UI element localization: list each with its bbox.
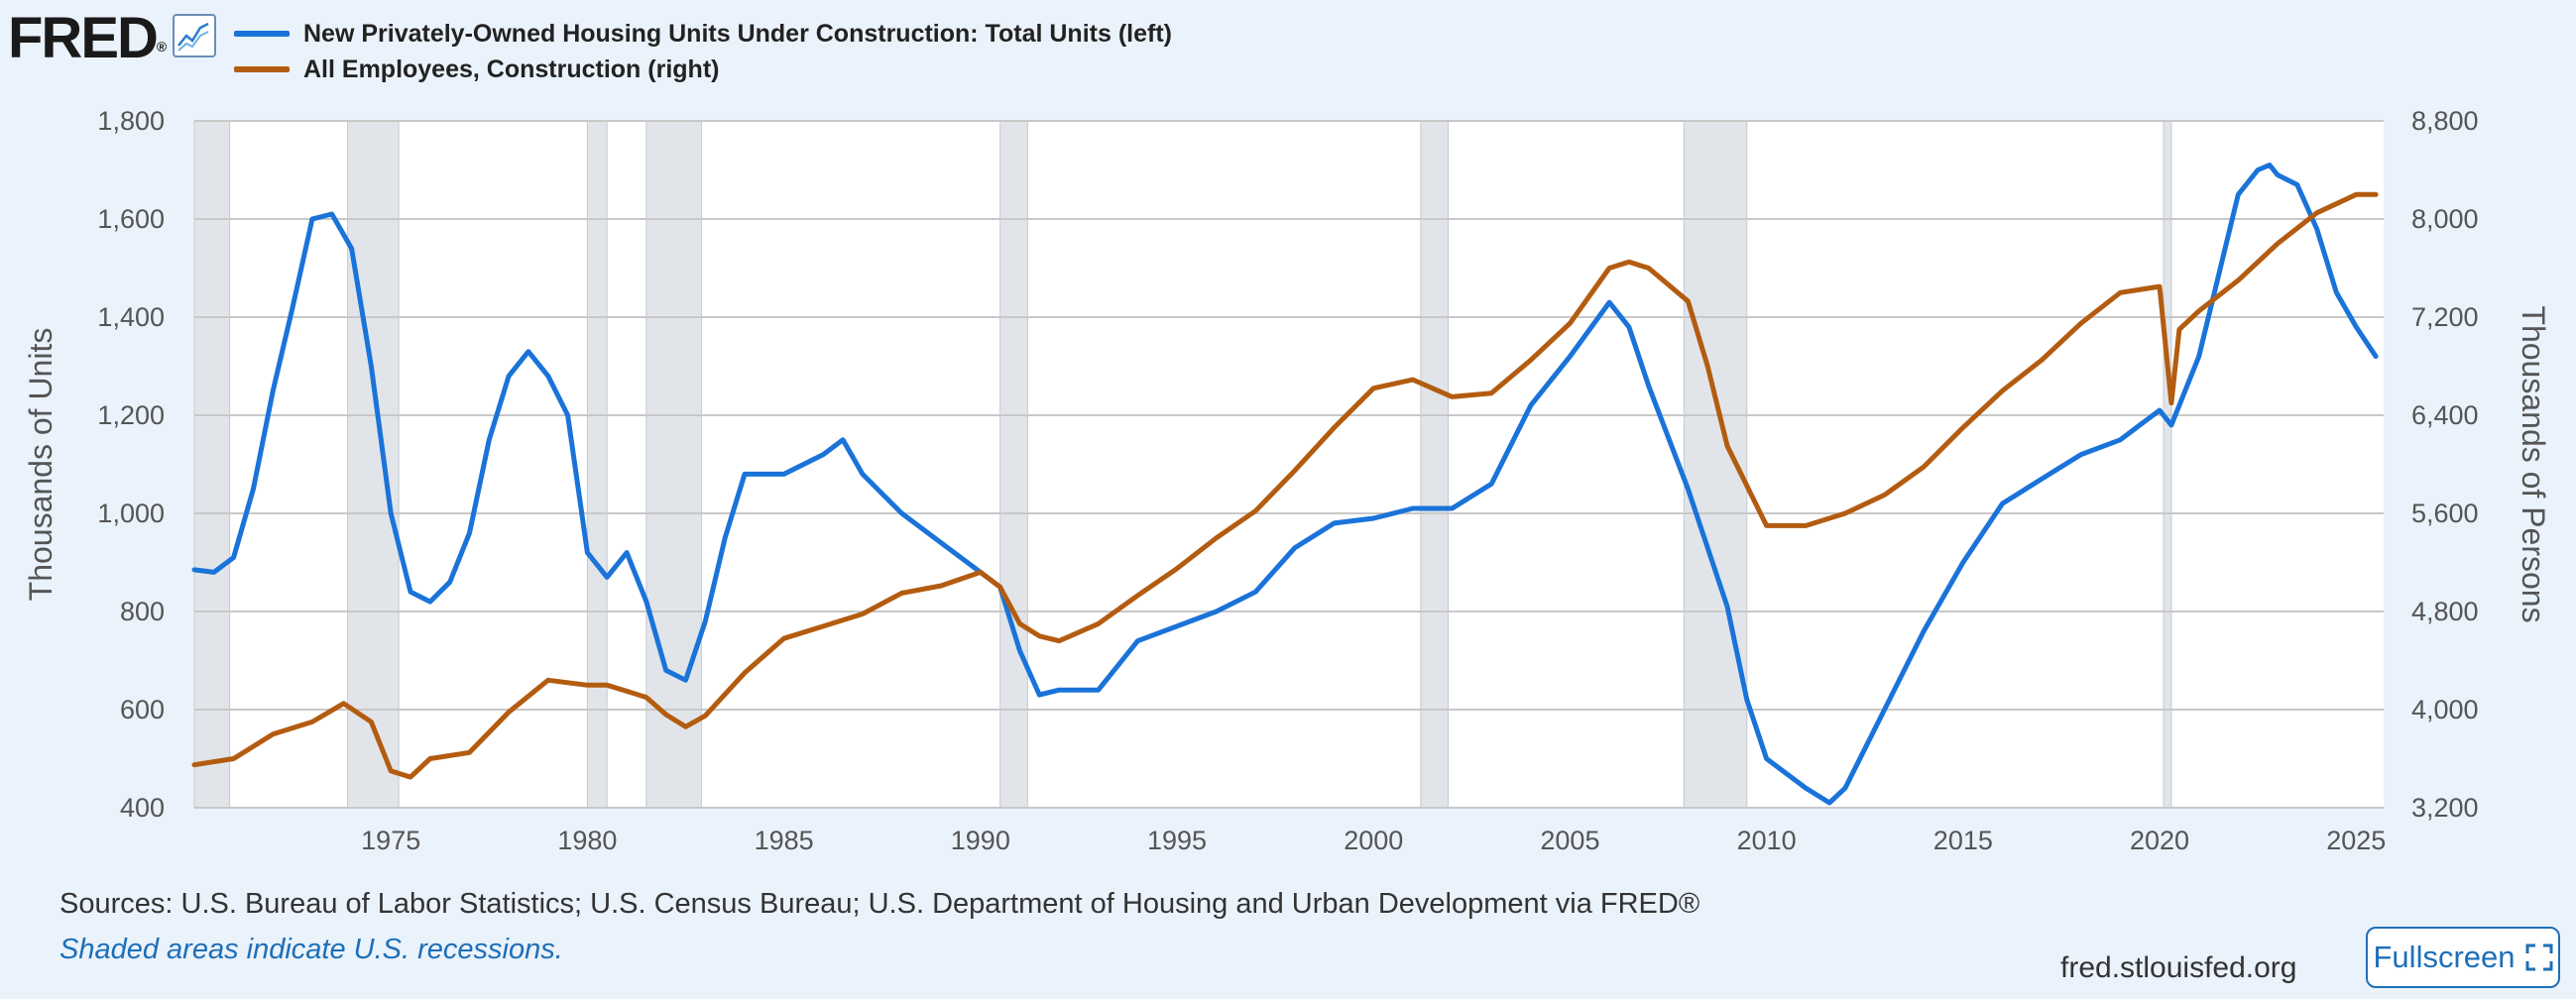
recession-band-1 bbox=[347, 120, 400, 809]
x-tick-label-6: 2005 bbox=[1540, 826, 1599, 855]
right-axis-title: Thousands of Persons bbox=[2516, 305, 2551, 622]
line-chart-icon[interactable] bbox=[173, 14, 216, 57]
x-tick-label-5: 2000 bbox=[1344, 826, 1403, 855]
legend-swatch-housing bbox=[234, 31, 290, 37]
recession-band-5 bbox=[1420, 120, 1450, 809]
plot-background bbox=[194, 121, 2384, 808]
left-tick-label-7: 1,800 bbox=[97, 106, 165, 136]
recession-band-7 bbox=[2163, 120, 2172, 809]
x-tick-label-8: 2015 bbox=[1933, 826, 1993, 855]
x-tick-label-3: 1990 bbox=[951, 826, 1010, 855]
left-tick-label-4: 1,200 bbox=[97, 400, 165, 430]
left-tick-label-1: 600 bbox=[120, 695, 165, 724]
recession-band-0 bbox=[193, 120, 231, 809]
left-tick-label-2: 800 bbox=[120, 597, 165, 626]
chart-legend: New Privately-Owned Housing Units Under … bbox=[234, 16, 1172, 87]
sources-text: Sources: U.S. Bureau of Labor Statistics… bbox=[59, 888, 1700, 920]
left-tick-label-6: 1,600 bbox=[97, 204, 165, 234]
series-line-housing-units bbox=[191, 163, 2379, 806]
right-tick-label-2: 4,800 bbox=[2411, 597, 2479, 626]
fred-logo[interactable]: FRED® bbox=[8, 6, 168, 70]
legend-item-housing: New Privately-Owned Housing Units Under … bbox=[234, 16, 1172, 52]
right-tick-label-3: 5,600 bbox=[2411, 499, 2479, 528]
x-tick-label-4: 1995 bbox=[1147, 826, 1207, 855]
x-tick-label-1: 1980 bbox=[557, 826, 617, 855]
recession-band-4 bbox=[999, 120, 1028, 809]
legend-swatch-employees bbox=[234, 66, 290, 72]
right-tick-label-0: 3,200 bbox=[2411, 793, 2479, 823]
legend-label-housing: New Privately-Owned Housing Units Under … bbox=[303, 19, 1172, 48]
fullscreen-icon bbox=[2525, 944, 2553, 971]
legend-item-employees: All Employees, Construction (right) bbox=[234, 52, 1172, 87]
x-tick-label-9: 2020 bbox=[2130, 826, 2189, 855]
legend-label-employees: All Employees, Construction (right) bbox=[303, 55, 720, 83]
x-tick-label-7: 2010 bbox=[1737, 826, 1797, 855]
fullscreen-button[interactable]: Fullscreen bbox=[2366, 927, 2560, 988]
right-tick-label-1: 4,000 bbox=[2411, 695, 2479, 724]
right-tick-label-6: 8,000 bbox=[2411, 204, 2479, 234]
left-tick-label-3: 1,000 bbox=[97, 499, 165, 528]
x-tick-label-0: 1975 bbox=[361, 826, 420, 855]
right-tick-label-7: 8,800 bbox=[2411, 106, 2479, 136]
left-axis-title: Thousands of Units bbox=[23, 328, 59, 602]
series-line-construction-employees bbox=[191, 191, 2379, 780]
chart-footer: Sources: U.S. Bureau of Labor Statistics… bbox=[0, 872, 2576, 999]
recession-band-2 bbox=[586, 120, 608, 809]
chart-header: FRED® New Privately-Owned Housing Units … bbox=[0, 0, 2576, 99]
left-tick-label-0: 400 bbox=[120, 793, 165, 823]
right-tick-label-5: 7,200 bbox=[2411, 302, 2479, 332]
chart-area[interactable]: 400 600 800 1,000 1,200 1,400 1,600 1,800 3,200 4… bbox=[0, 0, 2576, 872]
site-url[interactable]: fred.stlouisfed.org bbox=[2060, 951, 2297, 984]
recession-note: Shaded areas indicate U.S. recessions. bbox=[59, 934, 563, 965]
right-tick-label-4: 6,400 bbox=[2411, 400, 2479, 430]
recession-band-3 bbox=[645, 120, 702, 809]
x-tick-label-10: 2025 bbox=[2326, 826, 2386, 855]
x-tick-label-2: 1985 bbox=[755, 826, 814, 855]
left-tick-label-5: 1,400 bbox=[97, 302, 165, 332]
fullscreen-label: Fullscreen bbox=[2373, 940, 2516, 974]
